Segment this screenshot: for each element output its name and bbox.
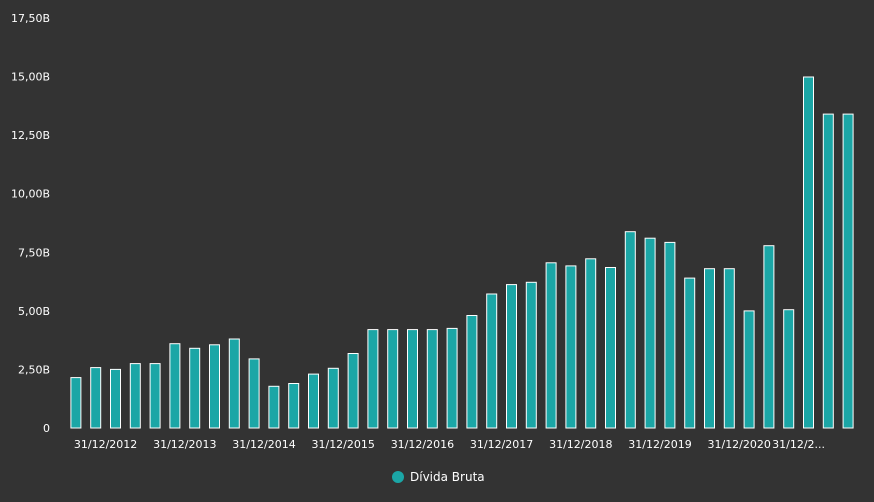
bar[interactable] xyxy=(129,363,141,429)
y-tick-label: 10,00B xyxy=(11,188,50,201)
bar[interactable] xyxy=(723,268,735,429)
bar[interactable] xyxy=(842,113,854,429)
bar[interactable] xyxy=(684,277,696,429)
x-tick-label: 31/12/2017 xyxy=(470,438,533,451)
bar[interactable] xyxy=(327,367,339,429)
legend[interactable]: Dívida Bruta xyxy=(392,470,485,484)
bar[interactable] xyxy=(605,267,616,429)
y-tick-label: 15,00B xyxy=(11,71,50,84)
bar[interactable] xyxy=(525,281,537,429)
bar[interactable] xyxy=(822,113,834,429)
x-tick-label: 31/12/2016 xyxy=(391,438,454,451)
bar[interactable] xyxy=(189,347,201,429)
legend-swatch-icon xyxy=(392,471,404,483)
y-tick-label: 5,00B xyxy=(18,305,50,318)
bar[interactable] xyxy=(763,245,775,429)
x-tick-label: 31/12/2014 xyxy=(232,438,295,451)
x-tick-label: 31/12/2... xyxy=(772,438,825,451)
bar[interactable] xyxy=(347,353,359,429)
y-tick-label: 12,50B xyxy=(11,129,50,142)
bar[interactable] xyxy=(743,310,755,429)
bar[interactable] xyxy=(664,241,676,429)
bar[interactable] xyxy=(90,367,102,429)
bar[interactable] xyxy=(506,284,517,429)
x-tick-label: 31/12/2012 xyxy=(74,438,137,451)
x-tick-label: 31/12/2015 xyxy=(311,438,374,451)
y-tick-label: 2,50B xyxy=(18,363,50,376)
bar[interactable] xyxy=(70,377,82,429)
bar[interactable] xyxy=(446,327,458,429)
x-axis: 31/12/2012 31/12/2013 31/12/2014 31/12/2015… xyxy=(74,438,825,451)
y-tick-label: 7,50B xyxy=(18,246,50,259)
bar[interactable] xyxy=(308,373,319,429)
bar[interactable] xyxy=(268,385,280,429)
bars-group xyxy=(70,76,854,429)
bar[interactable] xyxy=(704,268,715,429)
bar[interactable] xyxy=(110,368,121,429)
x-tick-label: 31/12/2013 xyxy=(153,438,216,451)
bar[interactable] xyxy=(585,258,597,429)
bar[interactable] xyxy=(644,237,656,429)
y-tick-label: 0 xyxy=(43,422,50,435)
bar[interactable] xyxy=(169,343,181,429)
bar[interactable] xyxy=(565,265,577,429)
bar[interactable] xyxy=(407,329,418,429)
bar[interactable] xyxy=(803,76,814,429)
y-tick-label: 17,50B xyxy=(11,12,50,25)
bar[interactable] xyxy=(486,293,498,429)
bar[interactable] xyxy=(545,262,557,429)
bar[interactable] xyxy=(367,329,379,429)
bar[interactable] xyxy=(288,383,300,429)
bar[interactable] xyxy=(466,315,478,429)
bar[interactable] xyxy=(624,231,636,429)
bar[interactable] xyxy=(228,338,240,429)
bar[interactable] xyxy=(209,344,220,429)
bar[interactable] xyxy=(426,329,438,429)
bar[interactable] xyxy=(387,329,399,429)
bar[interactable] xyxy=(149,363,161,429)
x-tick-label: 31/12/2019 xyxy=(628,438,691,451)
bar[interactable] xyxy=(248,358,260,429)
legend-label: Dívida Bruta xyxy=(410,470,485,484)
x-tick-label: 31/12/2018 xyxy=(549,438,612,451)
bar[interactable] xyxy=(783,309,795,429)
x-tick-label: 31/12/2020 xyxy=(707,438,770,451)
y-axis: 0 2,50B 5,00B 7,50B 10,00B 12,50B 15,00B 17,50B xyxy=(11,12,50,435)
